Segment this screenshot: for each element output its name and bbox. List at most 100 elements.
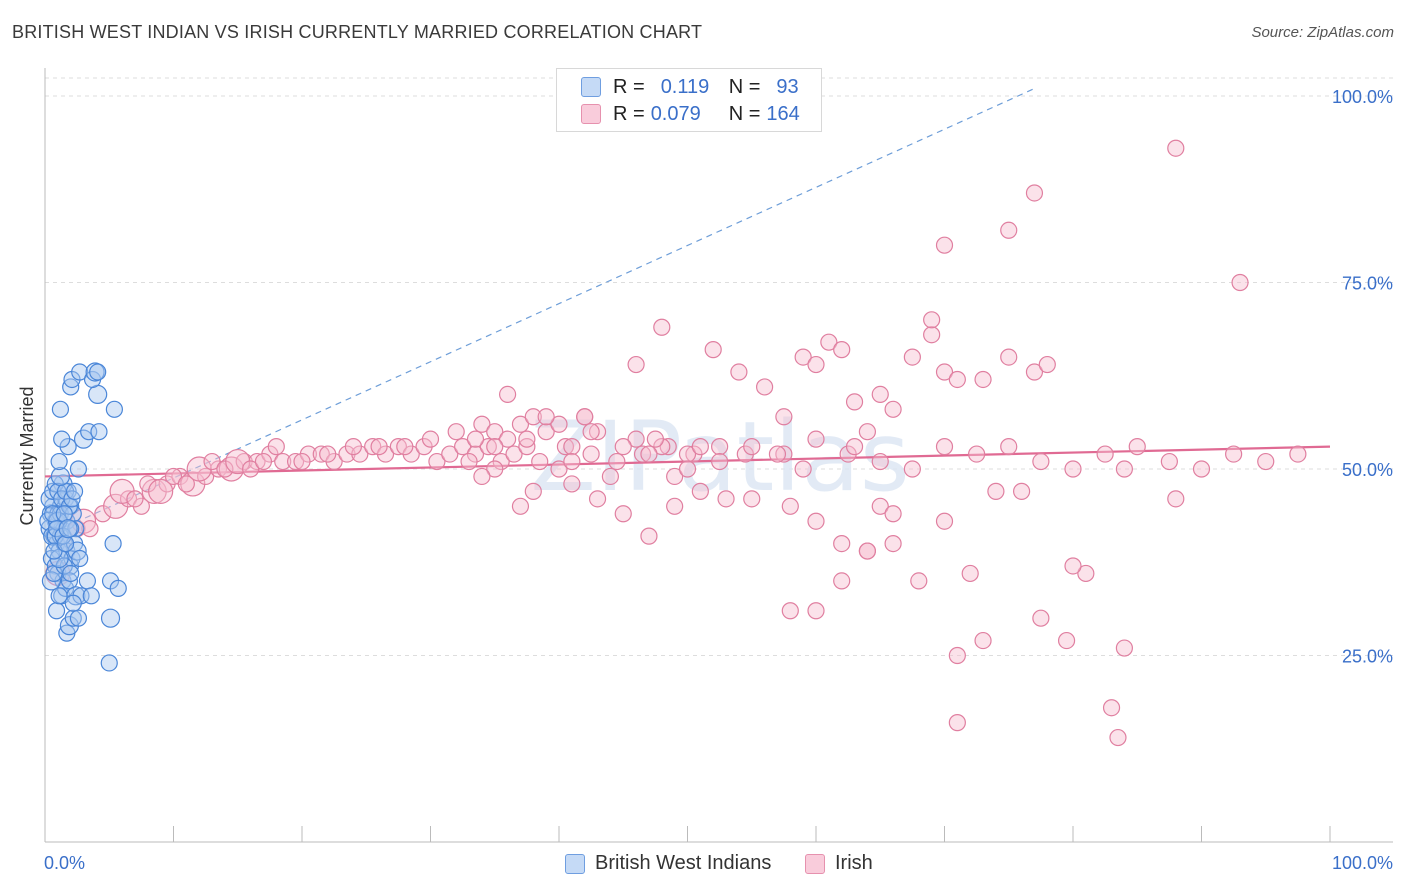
irish-point <box>1012 482 1031 500</box>
irish-point <box>640 445 658 463</box>
british-west-indian-point <box>109 579 127 597</box>
irish-point <box>968 445 986 463</box>
irish-point <box>884 400 902 418</box>
n-label: N = <box>728 75 761 98</box>
british-west-indian-point <box>51 400 70 418</box>
irish-point <box>1025 363 1044 381</box>
irish-point <box>884 534 902 553</box>
data-points <box>39 139 1307 747</box>
british-west-indian-point <box>69 460 88 478</box>
irish-point <box>608 452 626 471</box>
irish-point <box>286 452 305 471</box>
irish-point <box>833 534 851 553</box>
legend-item-irish: Irish <box>805 852 873 875</box>
irish-point <box>884 505 902 523</box>
irish-point <box>177 475 195 493</box>
irish-point <box>428 452 446 471</box>
irish-point <box>344 438 362 456</box>
r-value: 0.119 <box>660 75 710 98</box>
irish-point <box>486 423 504 441</box>
irish-point <box>550 415 568 433</box>
irish-point <box>460 452 478 471</box>
irish-point <box>81 520 99 538</box>
irish-point <box>678 460 697 478</box>
irish-point <box>454 438 472 456</box>
irish-point <box>94 505 112 523</box>
irish-point <box>588 423 607 441</box>
irish-point <box>1025 184 1044 202</box>
irish-point <box>775 445 793 463</box>
british-west-indian-point <box>64 594 82 612</box>
irish-point <box>743 438 761 456</box>
irish-point <box>524 482 542 500</box>
irish-point <box>1077 564 1095 583</box>
r-label: R = <box>613 102 645 125</box>
irish-point <box>948 646 966 665</box>
british-west-indian-point <box>71 549 89 568</box>
irish-point <box>1032 452 1050 471</box>
irish-point <box>421 430 440 448</box>
irish-point <box>473 467 491 486</box>
british-west-indian-point <box>78 572 97 590</box>
irish-point <box>312 445 330 463</box>
irish-point <box>1192 460 1211 478</box>
british-west-indian-point <box>100 608 121 628</box>
irish-point <box>961 564 979 583</box>
irish-point <box>505 445 523 463</box>
irish-point <box>948 714 966 732</box>
irish-point <box>1032 609 1050 627</box>
irish-point <box>614 505 632 523</box>
irish-point <box>139 475 157 493</box>
irish-point <box>871 452 889 471</box>
pink-swatch <box>805 853 825 874</box>
irish-point <box>935 236 954 254</box>
british-west-indian-point <box>50 452 68 471</box>
irish-point <box>1064 557 1082 575</box>
irish-point <box>563 452 581 471</box>
british-west-indian-point <box>55 505 73 523</box>
irish-point <box>1115 639 1134 657</box>
irish-point <box>903 460 921 478</box>
n-value: 164 <box>766 102 800 125</box>
pink-swatch <box>581 104 601 124</box>
irish-point <box>148 478 174 504</box>
irish-point <box>242 460 260 478</box>
irish-point <box>974 370 992 389</box>
british-west-indian-point <box>88 384 108 404</box>
irish-point <box>511 415 530 433</box>
irish-point <box>1231 273 1249 292</box>
r-label: R = <box>613 75 645 98</box>
british-west-indian-point <box>69 609 88 627</box>
irish-point <box>820 333 838 351</box>
y-tick-label: 25.0% <box>1342 647 1393 667</box>
irish-point <box>871 497 889 515</box>
irish-point <box>1160 452 1178 471</box>
irish-point <box>511 497 530 515</box>
british-west-indian-point <box>67 520 85 538</box>
irish-point <box>1038 355 1056 374</box>
irish-point <box>556 438 575 456</box>
irish-point <box>254 452 273 471</box>
irish-point <box>563 438 581 456</box>
irish-point <box>576 408 594 426</box>
irish-point <box>768 445 787 463</box>
british-west-indian-point <box>62 520 80 538</box>
british-west-indian-point <box>56 534 75 553</box>
irish-point <box>794 348 812 366</box>
irish-point <box>1000 348 1018 366</box>
british-west-indian-point <box>53 430 71 448</box>
irish-point <box>948 370 966 389</box>
irish-point <box>1057 631 1076 650</box>
british-west-indian-point <box>105 400 123 418</box>
irish-point <box>486 460 504 478</box>
y-tick-label: 100.0% <box>1332 87 1393 107</box>
irish-point <box>807 602 825 620</box>
irish-point <box>614 438 632 456</box>
irish-point <box>531 452 549 471</box>
irish-point <box>550 460 568 478</box>
irish-point <box>858 542 877 560</box>
irish-point <box>704 341 722 359</box>
irish-point <box>524 408 542 426</box>
irish-point <box>807 512 825 530</box>
